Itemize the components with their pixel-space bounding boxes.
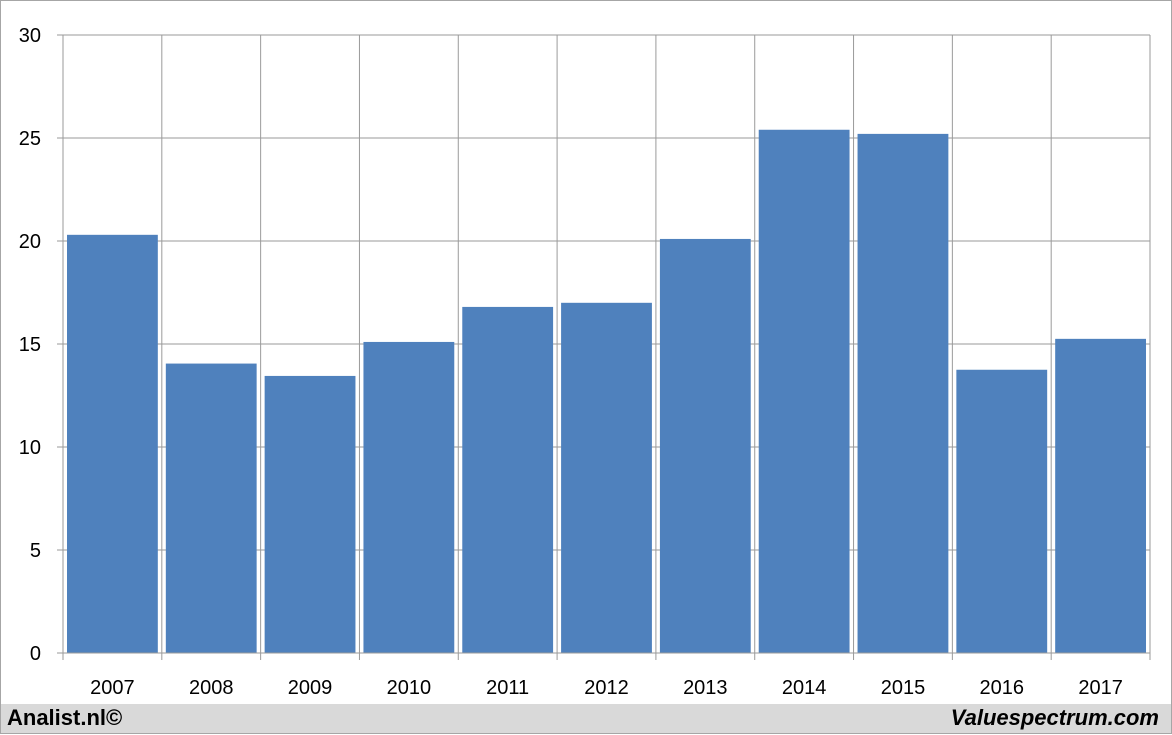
brand-label: Valuespectrum.com [950,705,1159,730]
y-tick-label: 5 [30,540,41,562]
bar-2014 [758,129,850,653]
x-tick-label: 2017 [1078,677,1123,699]
x-tick-label: 2013 [683,677,728,699]
gridlines [62,34,1151,660]
x-tick-label: 2007 [90,677,135,699]
bar-2015 [857,133,949,653]
x-tick-label: 2016 [980,677,1025,699]
bar-2010 [363,341,455,653]
y-tick-label: 30 [19,25,41,47]
y-tick-label: 10 [19,437,41,459]
footer-bar: Analist.nl© Valuespectrum.com [1,704,1171,733]
axes [57,34,1150,654]
x-tick-label: 2014 [782,677,827,699]
x-tick-label: 2008 [189,677,234,699]
bar-2008 [165,363,257,653]
bar-2011 [462,306,554,653]
x-tick-label: 2015 [881,677,926,699]
bar-2009 [264,375,356,653]
y-tick-label: 15 [19,334,41,356]
bar-2007 [67,234,158,653]
y-tick-label: 20 [19,231,41,253]
tick-labels: 0 5 10 15 20 25 30 2007 2008 2009 2010 2011 2012 2013… [19,25,1123,699]
source-label: Analist.nl© [7,705,123,730]
x-tick-label: 2012 [584,677,629,699]
x-tick-label: 2009 [288,677,333,699]
y-tick-label: 25 [19,128,41,150]
bar-2013 [659,238,751,653]
bar-2016 [956,369,1048,653]
x-tick-label: 2010 [387,677,432,699]
x-tick-label: 2011 [486,677,529,699]
bar-2017 [1055,338,1146,653]
y-tick-label: 0 [30,643,41,665]
bars [67,129,1146,653]
bar-2012 [561,302,652,653]
